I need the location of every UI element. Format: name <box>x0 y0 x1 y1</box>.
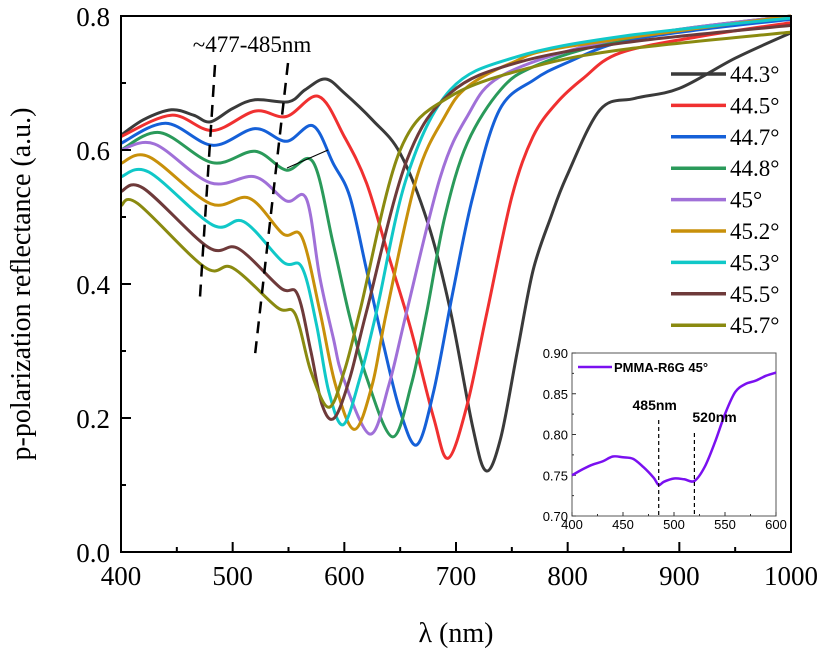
inset-y-tick-label: 0.80 <box>543 428 568 443</box>
inset-x-tick-label: 550 <box>714 517 736 532</box>
legend-item: 44.5° <box>671 93 779 118</box>
y-tick-label: 0.4 <box>76 270 110 300</box>
series-line-6 <box>120 16 792 427</box>
legend-label: 44.8° <box>730 156 779 181</box>
inset-y-tick-label: 0.75 <box>543 468 568 483</box>
main-axes: 400 500 600 700 800 900 1000 0.0 0.2 0.4 0.6 0.8 <box>76 2 818 591</box>
legend-label: 44.3° <box>730 62 779 87</box>
y-tick-label: 0.6 <box>76 136 110 166</box>
x-tick-label: 700 <box>436 561 477 591</box>
legend-item: 44.7° <box>671 125 779 150</box>
inset-x-tick-label: 400 <box>561 517 583 532</box>
y-tick-label: 0.2 <box>76 404 110 434</box>
legend-label: 45.2° <box>730 219 779 244</box>
x-tick-label: 900 <box>659 561 700 591</box>
inset-annotation-label: 520nm <box>692 409 736 425</box>
legend-item: 44.3° <box>671 62 779 87</box>
x-tick-label: 1000 <box>764 561 818 591</box>
legend-item: 45.5° <box>671 282 779 307</box>
inset-frame <box>571 352 777 517</box>
x-tick-label: 800 <box>547 561 588 591</box>
x-tick-label: 600 <box>324 561 365 591</box>
inset-annotation-label: 485nm <box>633 397 677 413</box>
legend-item: 45.7° <box>671 313 779 338</box>
inset-y-tick-label: 0.90 <box>543 346 568 361</box>
inset-chart: 400 450 500 550 600 0.70 0.75 0.80 0.85 0.90 PMMA-… <box>543 346 787 532</box>
legend-item: 45.2° <box>671 219 779 244</box>
dashed-guide-485nm <box>253 62 290 356</box>
y-tick-label: 0.0 <box>76 538 110 568</box>
legend-label: 44.7° <box>730 125 779 150</box>
x-tick-label: 500 <box>212 561 253 591</box>
inset-x-tick-label: 500 <box>663 517 685 532</box>
series-line-4 <box>120 14 792 436</box>
legend: 44.3° 44.5° 44.7° 44.8° 45° 45.2° 45.3° 45.5° 45… <box>671 62 779 338</box>
x-tick-label: 400 <box>101 561 142 591</box>
legend-label: 45.3° <box>730 250 779 275</box>
series-line-8 <box>120 30 792 409</box>
series-line-3 <box>120 14 792 439</box>
legend-item: 45.3° <box>671 250 779 275</box>
legend-label: 44.5° <box>730 93 779 118</box>
legend-label: 45° <box>730 188 762 213</box>
inset-x-tick-label: 600 <box>765 517 787 532</box>
legend-label: 45.5° <box>730 282 779 307</box>
legend-label: 45.7° <box>730 313 779 338</box>
series-line-7 <box>120 23 792 421</box>
inset-series-line <box>571 371 777 487</box>
inset-x-tick-label: 450 <box>612 517 634 532</box>
legend-item: 44.8° <box>671 156 779 181</box>
inset-legend-label: PMMA-R6G 45° <box>614 360 708 375</box>
main-series-group <box>120 14 792 473</box>
y-tick-label: 0.8 <box>76 2 110 32</box>
annotation-text: ~477-485nm <box>193 32 312 57</box>
annotation-group: ~477-485nm <box>193 32 329 356</box>
x-axis-label: λ (nm) <box>418 618 493 649</box>
y-axis-label: p-polarization reflectance (a.u.) <box>6 108 37 461</box>
inset-y-tick-label: 0.85 <box>543 387 568 402</box>
series-line-1 <box>120 21 792 460</box>
series-line-2 <box>120 17 792 447</box>
annotation-pointer-line <box>286 149 329 169</box>
legend-item: 45° <box>671 188 762 213</box>
inset-y-tick-label: 0.70 <box>543 509 568 524</box>
